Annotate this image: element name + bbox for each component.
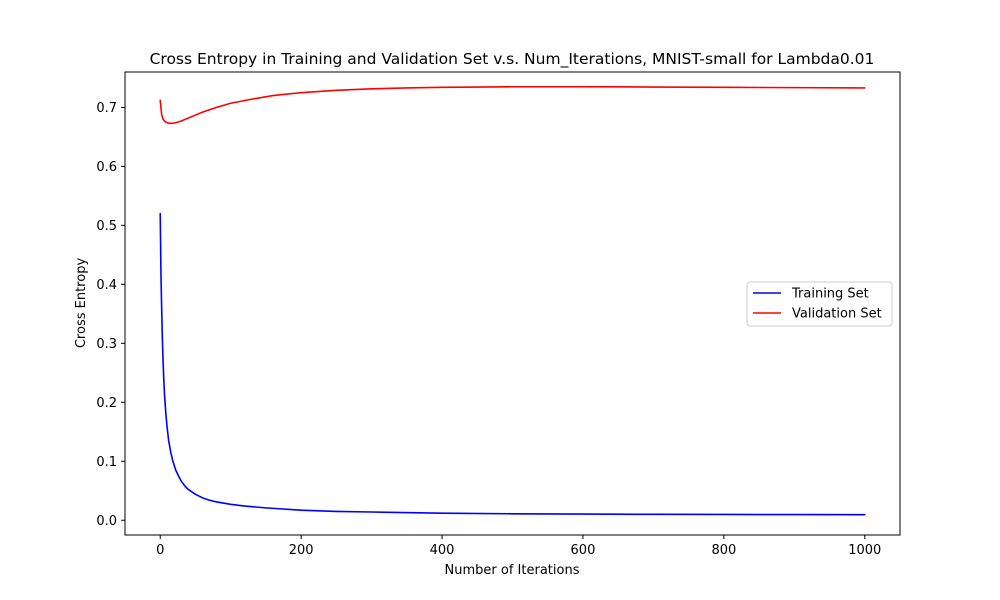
chart-title: Cross Entropy in Training and Validation… [150,50,875,69]
series-line-training [159,212,866,516]
legend-label: Validation Set [792,307,882,322]
legend-box [746,281,893,327]
x-tick-label: 400 [430,543,455,558]
y-axis-label: Cross Entropy [74,258,89,349]
y-tick-label: 0.5 [96,219,117,234]
y-tick-label: 0.3 [96,337,117,352]
legend-label: Training Set [791,287,869,302]
y-tick-label: 0.6 [96,160,117,175]
y-tick-label: 0.0 [96,514,117,529]
series-line-validation [159,85,866,125]
x-axis-label: Number of Iterations [445,563,580,578]
plot-area [159,85,866,516]
legend: Training Set Validation Set [746,281,893,327]
x-tick-label: 200 [289,543,314,558]
y-tick-label: 0.2 [96,396,117,411]
plot-frame [124,71,901,536]
y-tick-label: 0.7 [96,101,117,116]
x-tick-label: 800 [711,543,736,558]
y-tick-label: 0.4 [96,278,117,293]
x-tick-label: 600 [571,543,596,558]
y-tick-label: 0.1 [96,455,117,470]
x-tick-label: 0 [156,543,164,558]
x-axis: 0 200 400 600 800 1000 [156,535,881,558]
y-axis: 0.0 0.1 0.2 0.3 0.4 0.5 0.6 0.7 [96,101,125,529]
x-tick-label: 1000 [848,543,881,558]
